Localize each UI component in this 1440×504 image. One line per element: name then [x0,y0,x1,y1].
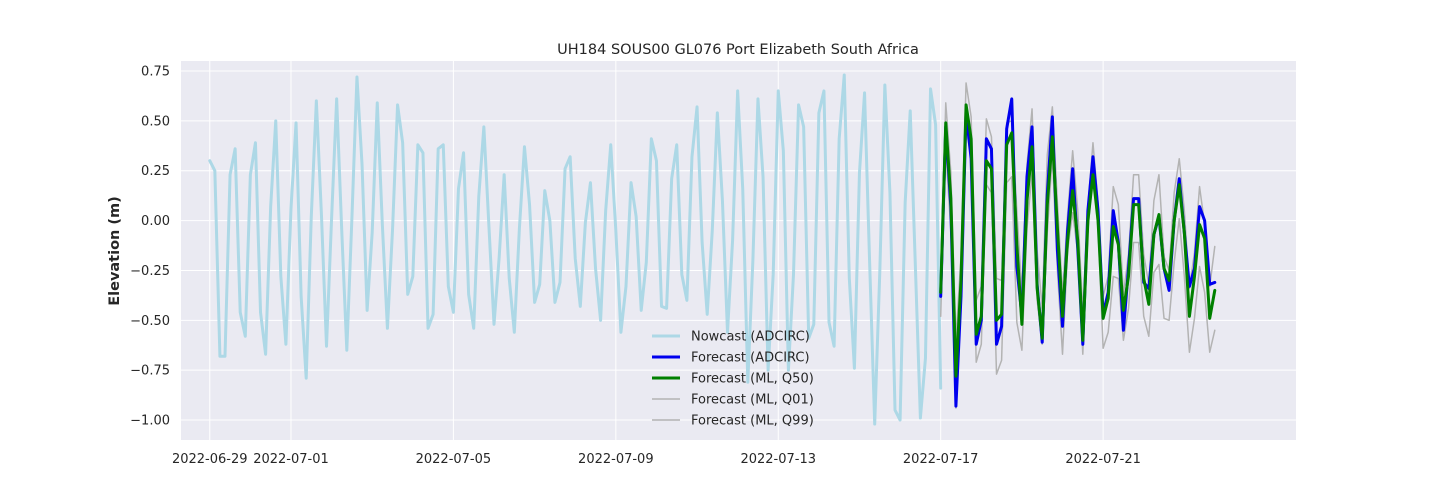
y-tick-label: 0.00 [141,214,170,229]
x-axis-ticks: 2022-06-29 2022-07-01 2022-07-05 2022-07-09… [172,452,1141,467]
legend-entry-label: Forecast (ML, Q01) [691,393,814,408]
x-tick-label: 2022-07-01 [253,452,329,467]
x-tick-label: 2022-07-05 [416,452,492,467]
legend: Nowcast (ADCIRC) Forecast (ADCIRC) Forecas… [652,330,814,429]
legend-entry-label: Forecast (ML, Q99) [691,414,814,429]
x-tick-label: 2022-07-09 [578,452,654,467]
y-tick-label: −0.50 [130,314,170,329]
y-tick-label: 0.25 [141,164,170,179]
legend-entry-label: Forecast (ADCIRC) [691,351,810,366]
x-tick-label: 2022-07-17 [903,452,979,467]
legend-entry-label: Nowcast (ADCIRC) [691,330,810,345]
y-axis-label: Elevation (m) [107,196,123,306]
series-line-0 [208,73,943,426]
y-tick-label: 0.75 [141,64,170,79]
x-tick-label: 2022-07-13 [740,452,816,467]
series-line-2 [939,103,1217,378]
legend-entry-label: Forecast (ML, Q50) [691,372,814,387]
y-tick-label: −0.25 [130,264,170,279]
chart-title: UH184 SOUS00 GL076 Port Elizabeth South … [557,42,919,58]
y-axis-ticks: 0.75 0.50 0.25 0.00 −0.25 −0.50 −0.75 −1.00 [130,64,170,428]
y-tick-label: −0.75 [130,364,170,379]
y-tick-label: 0.50 [141,114,170,129]
series-lines [208,73,1217,426]
x-tick-label: 2022-06-29 [172,452,248,467]
y-tick-label: −1.00 [130,414,170,429]
x-tick-label: 2022-07-21 [1065,452,1141,467]
